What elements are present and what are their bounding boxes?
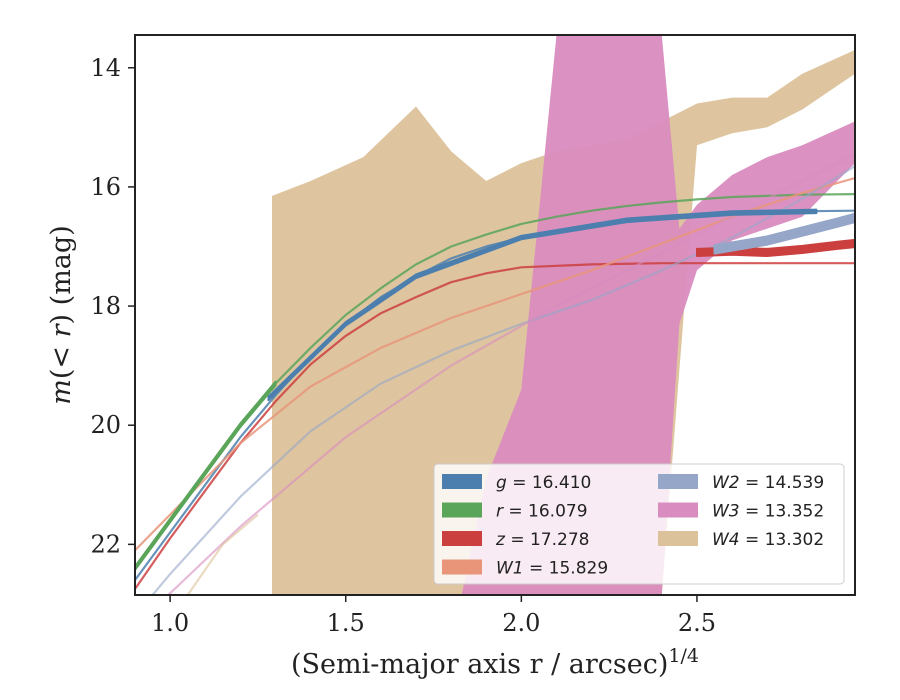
legend-swatch-g	[442, 474, 482, 489]
y-tick-label: 14	[90, 54, 121, 82]
legend-label-w2: W2 = 14.539	[712, 473, 824, 493]
measured-profile-g	[267, 208, 818, 402]
x-axis: 1.0 1.5 2.0 2.5	[151, 595, 716, 637]
legend-box	[433, 463, 845, 585]
model-curve-w4	[186, 513, 259, 595]
legend: g = 16.410 r = 16.079 z = 17.278 W1 = 15.82…	[433, 463, 845, 585]
y-axis-title-unit: (mag)	[46, 225, 77, 314]
plot-area	[135, 35, 855, 595]
y-axis-title: m(< r) (mag)	[46, 225, 77, 404]
x-axis-title: (Semi-major axis r / arcsec)1/4	[291, 645, 699, 680]
legend-label-g: g = 16.410	[496, 473, 591, 493]
y-axis-title-r: r	[46, 322, 77, 337]
measured-profile-z	[696, 238, 855, 257]
y-tick-label: 18	[90, 292, 121, 320]
band-w3	[461, 35, 855, 595]
x-tick-label: 2.0	[502, 609, 540, 637]
x-tick-label: 1.5	[327, 609, 365, 637]
x-axis-title-superscript: 1/4	[668, 645, 699, 667]
legend-swatch-w3	[658, 502, 698, 518]
model-curve-w2	[151, 165, 855, 595]
y-tick-label: 22	[90, 530, 121, 558]
legend-label-w4: W4 = 13.302	[712, 530, 824, 550]
x-tick-label: 1.0	[151, 609, 189, 637]
y-axis-title-close: )	[46, 314, 77, 325]
legend-swatch-w2	[658, 474, 698, 489]
x-tick-label: 2.5	[678, 609, 716, 637]
legend-swatch-r	[442, 502, 482, 518]
legend-label-w1: W1 = 15.829	[496, 559, 608, 579]
plot-frame	[134, 34, 856, 596]
model-curve-w3	[166, 153, 855, 595]
legend-label-z: z = 17.278	[495, 530, 589, 550]
x-axis-title-main: (Semi-major axis r / arcsec)	[291, 649, 668, 680]
y-tick-label: 16	[90, 173, 121, 201]
legend-label-w3: W3 = 13.352	[712, 502, 824, 522]
y-axis: 14 16 18 20 22	[90, 54, 135, 558]
measured-profile-r	[135, 380, 277, 571]
legend-swatch-w1	[442, 559, 482, 575]
y-axis-title-open: (	[46, 369, 77, 380]
legend-label-r: r = 16.079	[496, 502, 588, 522]
y-axis-title-m: m	[46, 379, 77, 405]
y-tick-label: 20	[90, 411, 121, 439]
y-axis-title-lt: <	[46, 337, 77, 368]
legend-swatch-z	[442, 531, 482, 546]
measured-profile-w2	[713, 212, 855, 255]
legend-swatch-w4	[658, 531, 698, 546]
model-curve-z	[135, 262, 855, 590]
